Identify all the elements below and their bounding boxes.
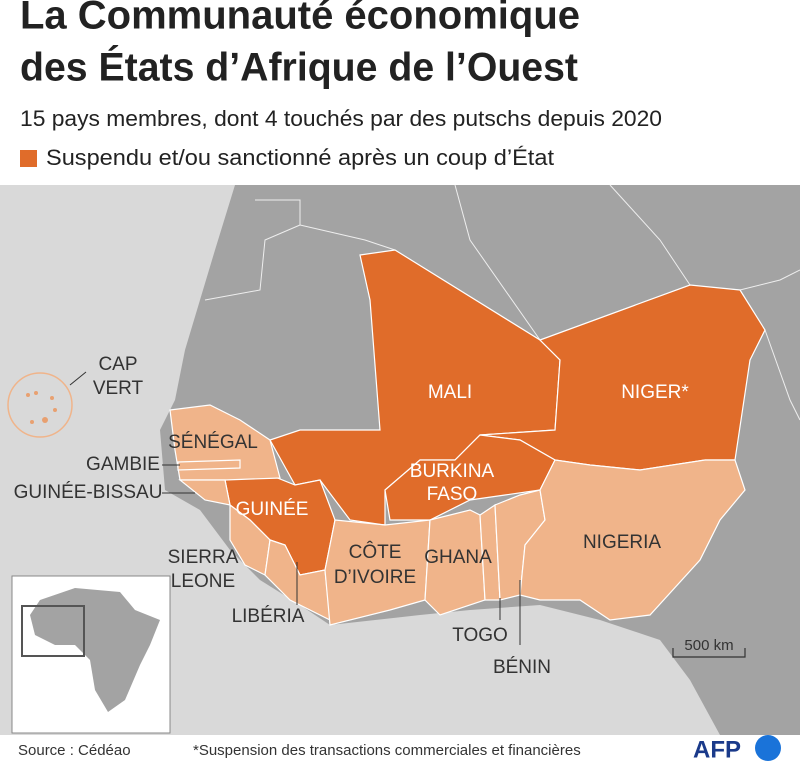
cap-vert-circle — [7, 372, 73, 438]
leader — [69, 371, 87, 386]
map-label: SÉNÉGAL — [168, 432, 258, 453]
title: La Communauté économique — [20, 0, 580, 38]
map-label: BÉNIN — [493, 657, 551, 678]
inset-frame — [21, 605, 85, 657]
scale-label: 500 km — [684, 637, 733, 654]
logo: AFP — [693, 736, 741, 763]
map-label: BURKINA — [410, 461, 495, 482]
inset-africa — [30, 588, 160, 712]
map-label: VERT — [93, 378, 144, 399]
map-label: MALI — [428, 382, 472, 403]
map-label: NIGERIA — [583, 532, 661, 553]
map-label: GAMBIE — [86, 454, 160, 475]
map-label: GUINÉE-BISSAU — [14, 482, 163, 503]
source: Source : Cédéao — [18, 742, 131, 759]
footer-bg — [0, 735, 800, 770]
map-label: GHANA — [424, 547, 492, 568]
map-label: LEONE — [171, 571, 235, 592]
gambie — [177, 459, 241, 471]
map-label: CAP — [98, 354, 137, 375]
leaders — [162, 464, 521, 645]
scale-bar — [672, 648, 746, 658]
burkina-faso — [384, 434, 556, 521]
map-label: LIBÉRIA — [232, 606, 305, 627]
map-label: TOGO — [452, 625, 508, 646]
logo-dot — [755, 735, 781, 761]
cote-divoire — [324, 519, 431, 626]
borders — [204, 184, 800, 421]
nigeria — [519, 459, 746, 621]
map-label: GUINÉE — [236, 499, 309, 520]
map-label: CÔTE — [349, 541, 402, 563]
map-label: FASO — [427, 484, 478, 505]
legend-label: Suspendu et/ou sanctionné après un coup … — [46, 145, 554, 170]
title: des États d’Afrique de l’Ouest — [20, 45, 578, 90]
legend-swatch — [20, 150, 37, 167]
map-label: D’IVOIRE — [334, 567, 416, 588]
countries — [169, 249, 766, 626]
footnote: *Suspension des transactions commerciale… — [193, 742, 581, 759]
map-label: SIERRA — [168, 547, 239, 568]
cap-vert-islands — [26, 391, 57, 424]
subtitle: 15 pays membres, dont 4 touchés par des … — [20, 106, 662, 131]
map-label: NIGER* — [621, 382, 689, 403]
